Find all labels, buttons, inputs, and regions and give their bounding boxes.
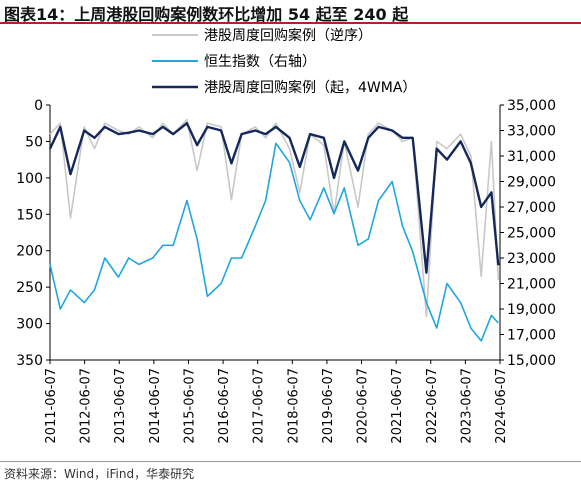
right-tick-label: 23,000 bbox=[507, 251, 556, 267]
left-tick-label: 0 bbox=[34, 98, 43, 114]
left-tick-label: 200 bbox=[16, 244, 43, 260]
left-tick-label: 300 bbox=[16, 317, 43, 333]
right-tick-label: 21,000 bbox=[507, 277, 556, 293]
source-note: 资料来源：Wind，iFind，华泰研究 bbox=[4, 467, 195, 481]
legend-label-1: 港股周度回购案例（逆序） bbox=[204, 27, 372, 44]
series-layer bbox=[48, 118, 500, 342]
x-tick-label: 2024-06-07 bbox=[494, 368, 509, 444]
right-tick-label: 35,000 bbox=[507, 98, 556, 114]
x-tick-label: 2012-06-07 bbox=[79, 368, 94, 444]
legend-label-3: 港股周度回购案例（起，4WMA） bbox=[204, 79, 416, 96]
right-tick-label: 31,000 bbox=[507, 149, 556, 165]
chart-title: 图表14：上周港股回购案例数环比增加 54 起至 240 起 bbox=[4, 5, 409, 24]
x-tick-label: 2018-06-07 bbox=[286, 368, 301, 444]
right-tick-label: 15,000 bbox=[507, 353, 556, 369]
x-tick-label: 2022-06-07 bbox=[425, 368, 440, 444]
left-tick-label: 350 bbox=[16, 353, 43, 369]
x-tick-label: 2013-06-07 bbox=[113, 368, 128, 444]
x-tick-label: 2019-06-07 bbox=[321, 368, 336, 444]
right-tick-label: 29,000 bbox=[507, 175, 556, 191]
right-tick-label: 19,000 bbox=[507, 302, 556, 318]
right-tick-label: 33,000 bbox=[507, 124, 556, 140]
series-line-3 bbox=[48, 121, 500, 274]
left-tick-label: 150 bbox=[16, 207, 43, 223]
title-rule bbox=[0, 22, 581, 24]
left-tick-label: 100 bbox=[16, 171, 43, 187]
x-tick-label: 2014-06-07 bbox=[148, 368, 163, 444]
x-tick-label: 2023-06-07 bbox=[459, 368, 474, 444]
right-tick-label: 25,000 bbox=[507, 226, 556, 242]
legend-label-2: 恒生指数（右轴） bbox=[204, 54, 316, 70]
source-rule bbox=[0, 461, 581, 462]
x-tick-label: 2015-06-07 bbox=[182, 368, 197, 444]
x-tick-label: 2021-06-07 bbox=[390, 368, 405, 444]
axes: 0 50 100 150 200 250 300 350 15,000 17,000 19,000 2… bbox=[16, 98, 556, 444]
right-tick-label: 17,000 bbox=[507, 328, 556, 344]
series-line-2 bbox=[49, 142, 499, 342]
left-tick-label: 50 bbox=[25, 134, 43, 150]
x-tick-label: 2020-06-07 bbox=[356, 368, 371, 444]
x-tick-label: 2016-06-07 bbox=[217, 368, 232, 444]
right-tick-label: 27,000 bbox=[507, 200, 556, 216]
left-tick-label: 250 bbox=[16, 280, 43, 296]
legend: 港股周度回购案例（逆序） 恒生指数（右轴） 港股周度回购案例（起，4WMA） bbox=[152, 27, 416, 96]
x-tick-label: 2011-06-07 bbox=[44, 368, 59, 444]
x-tick-label: 2017-06-07 bbox=[252, 368, 267, 444]
